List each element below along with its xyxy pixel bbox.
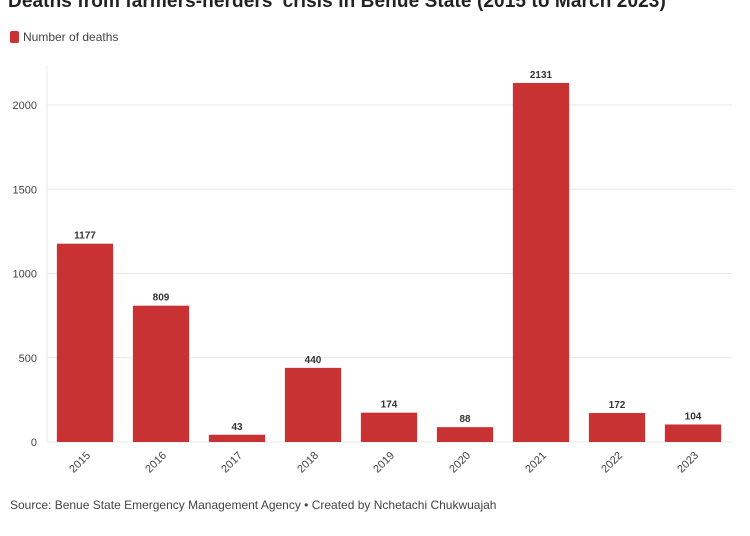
data-label: 1177 [74,231,96,242]
data-label: 43 [231,422,243,433]
x-tick-label: 2021 [523,450,549,476]
bar [512,82,570,442]
bar [56,243,114,442]
bar [664,424,722,442]
y-tick-label: 0 [31,437,37,449]
data-label: 809 [153,293,170,304]
bar [132,305,190,442]
x-tick-label: 2023 [675,450,701,476]
y-tick-label: 500 [19,353,37,365]
data-label: 88 [459,414,471,425]
bar [208,434,266,442]
data-label: 104 [685,411,702,422]
x-tick-label: 2015 [67,450,93,476]
legend: Number of deaths [10,30,118,44]
data-label: 172 [609,400,626,411]
chart-title: Deaths from farmers-herders' crisis in B… [8,0,666,12]
x-tick-label: 2016 [143,450,169,476]
data-label: 440 [305,355,322,366]
source-note: Source: Benue State Emergency Management… [10,498,497,512]
y-tick-label: 1000 [13,269,37,281]
x-tick-label: 2018 [295,450,321,476]
data-label: 174 [381,400,398,411]
legend-swatch [10,31,19,43]
bar [588,413,646,442]
bar [284,367,342,442]
bar [436,427,494,442]
legend-label: Number of deaths [23,30,119,44]
x-tick-label: 2022 [599,450,625,476]
y-tick-label: 2000 [13,100,37,112]
x-tick-label: 2019 [371,450,397,476]
y-tick-label: 1500 [13,184,37,196]
data-label: 2131 [530,70,553,81]
x-tick-label: 2017 [219,450,245,476]
x-tick-label: 2020 [447,450,473,476]
bar [360,412,418,442]
